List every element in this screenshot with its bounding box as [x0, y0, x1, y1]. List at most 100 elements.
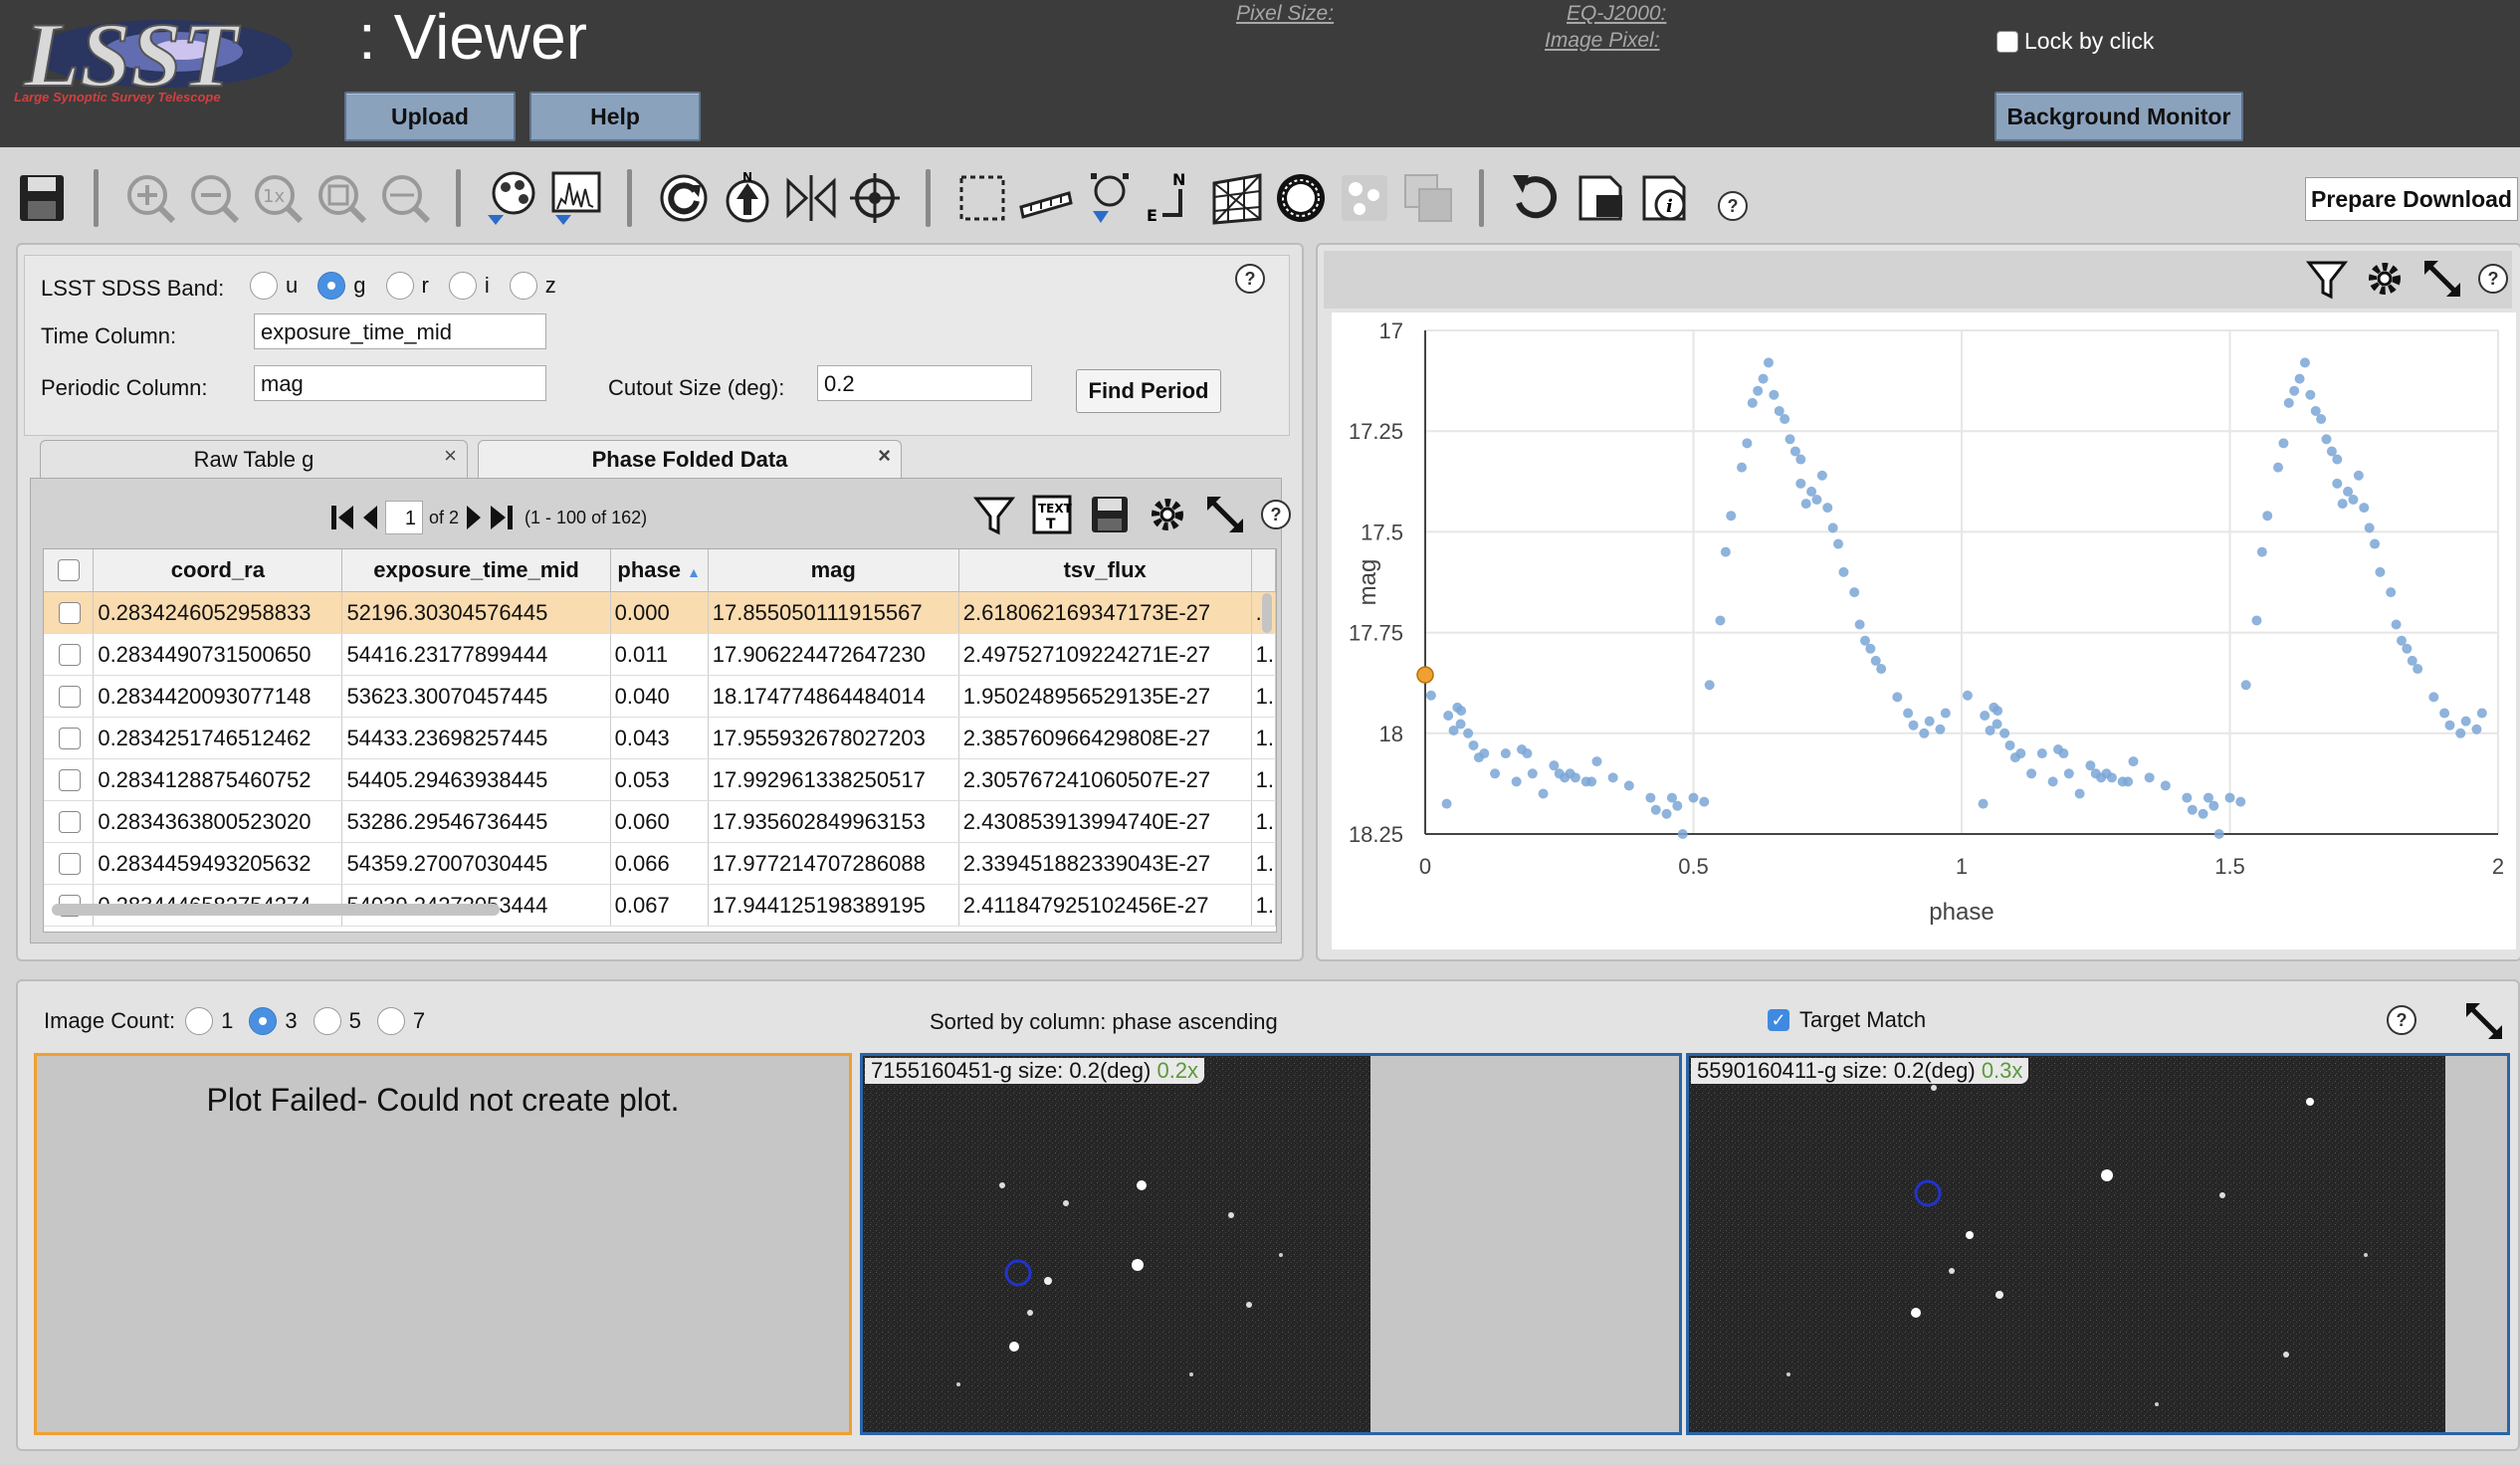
radio-button[interactable] [313, 1007, 341, 1035]
chart-help-icon[interactable]: ? [2478, 264, 2508, 294]
select-all-checkbox[interactable] [57, 559, 80, 581]
crop-icon[interactable] [1571, 169, 1628, 227]
radio-button[interactable] [185, 1007, 214, 1035]
radio-button[interactable] [509, 272, 537, 300]
table-row[interactable]: 0.2834420093077148 53623.30070457445 0.040… [44, 675, 1276, 718]
radio-button[interactable] [317, 272, 346, 300]
lock-checkbox[interactable] [1996, 30, 2018, 53]
expand-icon[interactable] [1203, 493, 1247, 536]
restore-icon[interactable] [1507, 169, 1565, 227]
image-count-option-1[interactable]: 1 [185, 1007, 233, 1035]
image-help-icon[interactable]: ? [2387, 1005, 2416, 1035]
zoom-fit-icon[interactable] [313, 169, 370, 227]
horizontal-scrollbar[interactable] [52, 904, 500, 916]
periodic-column-input[interactable]: mag [254, 365, 546, 401]
column-header[interactable]: exposure_time_mid [341, 549, 611, 592]
color-stretch-icon[interactable] [484, 169, 541, 227]
zoom-fill-icon[interactable] [376, 169, 434, 227]
row-checkbox[interactable] [59, 768, 82, 791]
zoom-1x-icon[interactable]: 1x [249, 169, 307, 227]
target-match[interactable]: ✓ Target Match [1768, 1007, 1926, 1033]
prepare-download-button[interactable]: Prepare Download [2305, 177, 2518, 221]
grid-icon[interactable] [1208, 169, 1266, 227]
expand-icon[interactable] [2420, 257, 2464, 301]
cutout-size-input[interactable]: 0.2 [817, 365, 1032, 401]
save-table-icon[interactable] [1088, 493, 1132, 536]
radio-button[interactable] [376, 1007, 405, 1035]
marker-icon[interactable] [1081, 169, 1139, 227]
select-area-icon[interactable] [953, 169, 1011, 227]
upload-button[interactable]: Upload [344, 92, 516, 141]
table-row[interactable]: 0.2834251746512462 54433.23698257445 0.043… [44, 717, 1276, 759]
overlays-icon[interactable] [1399, 169, 1457, 227]
radio-button[interactable] [249, 1007, 278, 1035]
row-checkbox[interactable] [59, 685, 82, 708]
radio-button[interactable] [250, 272, 278, 300]
row-checkbox[interactable] [59, 810, 82, 833]
mask-icon[interactable] [1272, 169, 1330, 227]
band-option-r[interactable]: r [385, 272, 429, 300]
close-icon[interactable]: × [444, 443, 457, 468]
filter-icon[interactable] [972, 493, 1016, 536]
image-count-option-7[interactable]: 7 [376, 1007, 425, 1035]
image-count-option-5[interactable]: 5 [313, 1007, 361, 1035]
zoom-out-icon[interactable] [185, 169, 243, 227]
distance-tool-icon[interactable] [1017, 169, 1075, 227]
flip-icon[interactable] [782, 169, 840, 227]
save-icon[interactable] [16, 169, 74, 227]
sky-image[interactable] [1689, 1056, 2445, 1432]
find-period-button[interactable]: Find Period [1076, 369, 1221, 413]
row-checkbox[interactable] [59, 852, 82, 875]
info-icon[interactable]: i [1634, 169, 1692, 227]
prev-page-icon[interactable] [361, 504, 379, 531]
column-header[interactable]: tsv_flux [958, 549, 1252, 592]
image-panel-1[interactable]: 7155160451-g size: 0.2(deg) 0.2x [860, 1053, 1682, 1435]
last-page-icon[interactable] [489, 504, 515, 531]
target-match-checkbox[interactable]: ✓ [1768, 1009, 1789, 1031]
column-header[interactable]: coord_ra [93, 549, 343, 592]
close-icon[interactable]: × [878, 443, 891, 468]
help-button[interactable]: Help [529, 92, 701, 141]
row-checkbox[interactable] [59, 601, 82, 624]
histogram-icon[interactable] [547, 169, 605, 227]
settings-gear-icon[interactable] [1146, 493, 1189, 536]
center-target-icon[interactable] [846, 169, 904, 227]
time-column-input[interactable]: exposure_time_mid [254, 314, 546, 349]
table-row[interactable]: 0.2834490731500650 54416.23177899444 0.011… [44, 633, 1276, 676]
band-option-i[interactable]: i [448, 272, 490, 300]
first-page-icon[interactable] [329, 504, 355, 531]
table-row[interactable]: 0.2834459493205632 54359.27007030445 0.066… [44, 842, 1276, 885]
background-monitor-button[interactable]: Background Monitor [1995, 92, 2243, 141]
zoom-in-icon[interactable] [121, 169, 179, 227]
sky-image[interactable] [863, 1056, 1370, 1432]
table-row[interactable]: 0.2834128875460752 54405.29463938445 0.053… [44, 758, 1276, 801]
image-panel-failed[interactable]: Plot Failed- Could not create plot. [34, 1053, 852, 1435]
band-option-u[interactable]: u [250, 272, 298, 300]
row-checkbox[interactable] [59, 727, 82, 749]
band-option-g[interactable]: g [317, 272, 366, 300]
toolbar-help-icon[interactable]: ? [1718, 191, 1748, 221]
image-count-option-3[interactable]: 3 [249, 1007, 298, 1035]
table-row[interactable]: 0.2834246052958833 52196.30304576445 0.000… [44, 591, 1276, 634]
expand-icon[interactable] [2462, 999, 2506, 1043]
radio-button[interactable] [385, 272, 414, 300]
lock-by-click[interactable]: Lock by click [1996, 28, 2154, 55]
rotate-icon[interactable] [655, 169, 713, 227]
column-header-phase[interactable]: phase ▲ [610, 549, 709, 592]
north-up-icon[interactable]: N [719, 169, 776, 227]
next-page-icon[interactable] [465, 504, 483, 531]
radio-button[interactable] [448, 272, 477, 300]
vertical-scrollbar[interactable] [1262, 593, 1272, 633]
band-option-z[interactable]: z [509, 272, 556, 300]
tab-phase-folded-data[interactable]: Phase Folded Data × [478, 440, 902, 479]
table-help-icon[interactable]: ? [1261, 500, 1291, 529]
table-row[interactable]: 0.2834363800523020 53286.29546736445 0.060… [44, 800, 1276, 843]
column-header[interactable]: mag [708, 549, 959, 592]
filter-icon[interactable] [2305, 257, 2349, 301]
tab-raw-table-g[interactable]: Raw Table g × [40, 440, 468, 479]
settings-gear-icon[interactable] [2363, 257, 2407, 301]
layers-icon[interactable] [1336, 169, 1393, 227]
phase-mag-chart[interactable]: 0 0.5 1 1.5 2 17 17.25 17.5 17.75 18 18.25 phase mag [1332, 313, 2516, 949]
